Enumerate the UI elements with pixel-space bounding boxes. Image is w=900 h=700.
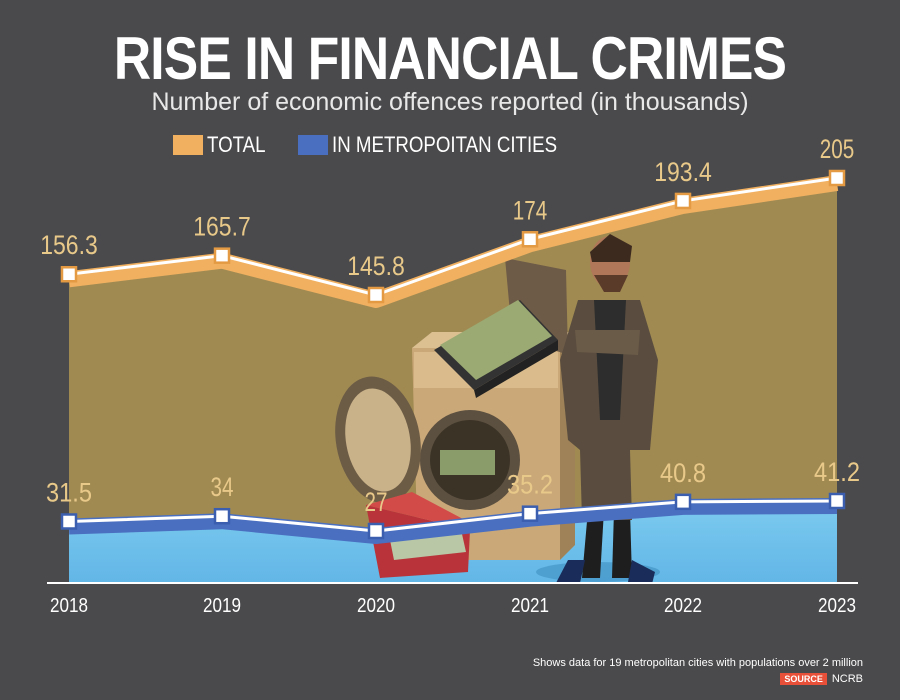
- x-tick-2019: 2019: [203, 595, 241, 617]
- legend-item-total: TOTAL: [173, 132, 276, 158]
- data-label-metro-2021: 35.2: [507, 470, 553, 500]
- series-band-metro: [68, 498, 838, 544]
- legend-label-total: TOTAL: [207, 132, 266, 157]
- point-total-2018: [60, 265, 78, 283]
- point-metro-2021: [521, 505, 539, 522]
- briefcase-illustration: [434, 258, 568, 398]
- data-label-total-2022: 193.4: [654, 157, 712, 187]
- source-badge: SOURCE: [780, 673, 827, 685]
- data-label-metro-2018: 31.5: [46, 477, 92, 507]
- source-line: SOURCE NCRB: [780, 673, 863, 685]
- data-label-metro-2023: 41.2: [814, 457, 860, 487]
- data-label-metro-2019: 34: [211, 472, 234, 502]
- data-label-total-2021: 174: [513, 195, 548, 225]
- legend: TOTAL IN METROPOITAN CITIES: [173, 130, 619, 160]
- point-total-2020: [367, 286, 385, 304]
- x-tick-2018: 2018: [50, 595, 88, 617]
- data-label-metro-2020: 27: [365, 487, 388, 517]
- x-tick-2021: 2021: [511, 595, 549, 617]
- point-metro-2019: [213, 507, 231, 525]
- point-metro-2023: [828, 492, 846, 510]
- legend-swatch-metro: [297, 135, 328, 155]
- series-line-total: [68, 176, 838, 297]
- x-tick-2022: 2022: [664, 595, 702, 617]
- chart-title: RISE IN FINANCIAL CRIMES: [113, 25, 787, 92]
- point-total-2023: [828, 169, 846, 187]
- data-label-metro-2022: 40.8: [660, 458, 706, 488]
- point-total-2022: [674, 192, 692, 210]
- data-label-total-2019: 165.7: [193, 212, 251, 242]
- chart-subtitle: Number of economic offences reported (in…: [151, 88, 749, 116]
- data-label-total-2023: 205: [820, 134, 855, 164]
- x-tick-2020: 2020: [357, 595, 395, 617]
- illustration: [335, 234, 660, 584]
- point-metro-2020: [367, 522, 385, 540]
- x-tick-2023: 2023: [818, 595, 856, 617]
- point-total-2019: [213, 247, 231, 264]
- series-band-total: [68, 175, 839, 308]
- data-label-total-2020: 145.8: [347, 251, 405, 281]
- series-line-metro: [68, 499, 838, 533]
- data-label-total-2018: 156.3: [40, 230, 98, 260]
- point-metro-2022: [674, 493, 692, 511]
- footnote: Shows data for 19 metropolitan cities wi…: [532, 657, 863, 669]
- source-name: NCRB: [831, 673, 863, 685]
- legend-item-metro: IN METROPOITAN CITIES: [297, 132, 597, 158]
- businessman-illustration: [556, 234, 658, 584]
- point-total-2021: [521, 231, 539, 248]
- legend-swatch-total: [173, 135, 203, 155]
- point-metro-2018: [60, 513, 78, 530]
- legend-label-metro: IN METROPOITAN CITIES: [331, 132, 557, 157]
